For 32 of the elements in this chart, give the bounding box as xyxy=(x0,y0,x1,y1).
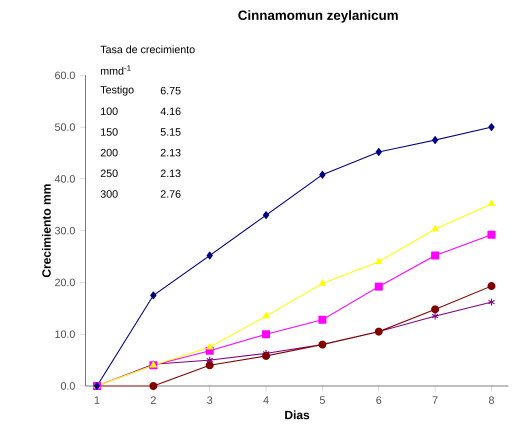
x-tick-label: 7 xyxy=(432,396,438,404)
x-tick-label: 8 xyxy=(488,396,494,404)
annotation: 4.16 xyxy=(160,108,181,116)
annotation: 100 xyxy=(101,108,118,116)
y-tick-label: 10.0 xyxy=(55,330,75,338)
text: mmd$^{-1}$ xyxy=(100,65,131,75)
x-axis-title: Dias xyxy=(285,410,310,420)
annotation: 200 xyxy=(100,148,118,156)
x-tick-label: 2 xyxy=(150,396,156,404)
x-tick-label: 6 xyxy=(376,396,382,404)
y-tick-label: 60.0 xyxy=(55,72,75,80)
y-tick-label: 30.0 xyxy=(54,226,75,234)
annotation: 2.13 xyxy=(160,170,181,178)
annotation: Testigo xyxy=(100,86,134,96)
y-axis-title: Crecimiento mm xyxy=(42,184,51,278)
y-tick-label: 0.0 xyxy=(60,382,75,390)
x-tick-label: 4 xyxy=(263,396,269,404)
annotation: 2.76 xyxy=(160,190,181,198)
y-tick-label: 20.0 xyxy=(55,278,75,286)
chart-title: Cinnamomun zeylanicum xyxy=(238,10,398,23)
annotation: 6.75 xyxy=(160,86,181,94)
annotation: 2.13 xyxy=(160,148,181,156)
x-tick-label: 1 xyxy=(94,396,100,404)
text: Tasa de crecimiento xyxy=(100,45,195,54)
y-tick-label: 50.0 xyxy=(54,123,75,131)
annotation: 300 xyxy=(100,190,118,198)
x-tick-label: 3 xyxy=(207,396,212,404)
annotation: 250 xyxy=(100,170,118,178)
x-tick-label: 5 xyxy=(320,396,325,404)
annotation: 150 xyxy=(101,128,118,136)
annotation: 5.15 xyxy=(160,128,181,136)
y-tick-label: 40.0 xyxy=(54,175,75,183)
